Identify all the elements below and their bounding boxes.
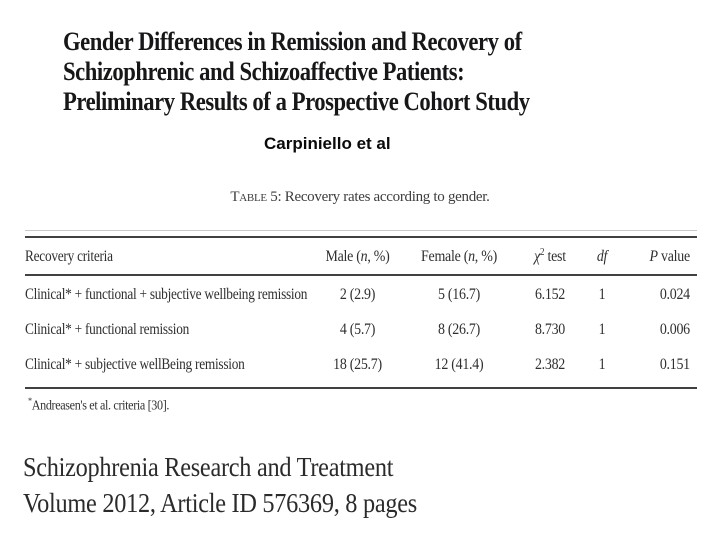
cell-male: 2 (2.9) [339,286,376,303]
table-caption-text: Recovery rates according to gender. [281,189,490,205]
column-header-male: Male (n, %) [325,248,390,265]
cell-p-value: 0.151 [659,356,690,373]
column-header-chi-square: χ2 test [534,247,566,266]
cell-p-value: 0.024 [659,286,690,303]
table-caption: Table 5: Recovery rates according to gen… [0,189,720,206]
journal-name: Schizophrenia Research and Treatment [23,452,394,482]
table-row: Clinical* + subjective wellBeing remissi… [25,348,697,382]
table-rule-top [25,236,697,238]
table-rule-faint [25,230,697,231]
column-header-female: Female (n, %) [421,248,497,265]
cell-df: 1 [598,356,606,373]
cell-df: 1 [598,286,606,303]
table-rule-mid [25,274,697,276]
journal-volume-line: Volume 2012, Article ID 576369, 8 pages [23,488,417,518]
cell-chi: 8.730 [534,321,566,338]
cell-criteria: Clinical* + functional remission [25,321,190,338]
table-row: Clinical* + functional + subjective well… [25,278,697,312]
table-rule-bottom [25,387,697,389]
cell-male: 18 (25.7) [333,356,382,373]
footnote-asterisk: * [28,396,32,406]
table-row: Clinical* + functional remission 4 (5.7)… [25,313,697,347]
column-header-criteria: Recovery criteria [25,248,113,265]
cell-chi: 2.382 [534,356,566,373]
cell-chi: 6.152 [534,286,566,303]
recovery-table: Recovery criteria Male (n, %) Female (n,… [25,228,697,392]
table-header-row: Recovery criteria Male (n, %) Female (n,… [25,240,697,274]
cell-df: 1 [598,321,606,338]
cell-female: 8 (26.7) [437,321,481,338]
table-footnote: *Andreasen's et al. criteria [30]. [28,396,169,414]
author-line: Carpiniello et al [264,134,391,153]
cell-p-value: 0.006 [659,321,690,338]
cell-male: 4 (5.7) [339,321,376,338]
table-caption-label: Table 5: [230,189,282,205]
footnote-text: Andreasen's et al. criteria [30]. [31,397,170,413]
cell-criteria: Clinical* + functional + subjective well… [25,286,308,303]
cell-female: 5 (16.7) [437,286,481,303]
paper-title: Gender Differences in Remission and Reco… [63,27,530,116]
cell-female: 12 (41.4) [434,356,484,373]
column-header-p-value: P value [649,248,691,265]
cell-criteria: Clinical* + subjective wellBeing remissi… [25,356,245,373]
column-header-df: df [596,248,608,265]
